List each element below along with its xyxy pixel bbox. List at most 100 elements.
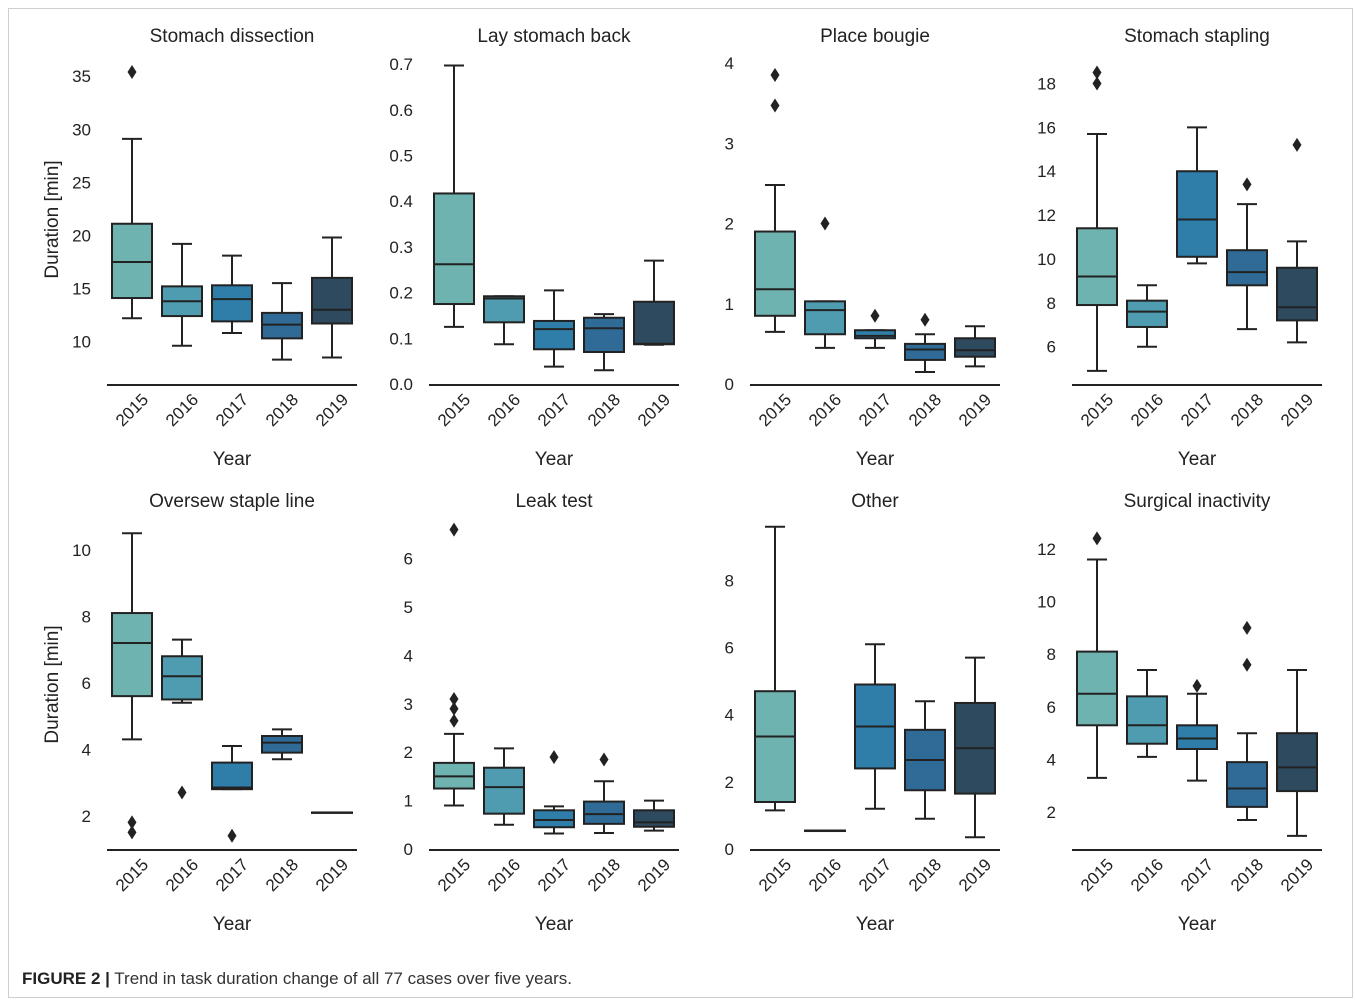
box-2015: [1076, 65, 1118, 372]
panel-title: Surgical inactivity: [1124, 491, 1271, 512]
x-tick-label: 2016: [805, 390, 845, 430]
y-tick-label: 8: [1047, 294, 1056, 313]
y-tick-label: 0.4: [389, 192, 413, 211]
panel-title: Oversew staple line: [149, 491, 315, 512]
outlier-marker: [1242, 657, 1252, 672]
x-tick-label: 2019: [955, 390, 995, 430]
y-tick-label: 20: [72, 226, 91, 245]
outlier-marker: [770, 68, 780, 83]
panel-oversew-staple-line: Oversew staple line 2 4 6 8 10 Duration [min] 2…: [42, 491, 357, 935]
outlier-marker: [1192, 678, 1202, 693]
panel-title: Stomach stapling: [1124, 26, 1270, 47]
x-tick-label: 2019: [634, 855, 674, 895]
box-2017: [1176, 126, 1218, 265]
caption-text: Trend in task duration change of all 77 …: [109, 969, 572, 988]
panel-lay-stomach-back: Lay stomach back 0.0 0.1 0.2 0.3 0.4 0.5 0.6 0.7…: [389, 26, 679, 470]
outlier-marker: [449, 692, 459, 707]
box-2017: [211, 744, 253, 843]
x-axis-label: Year: [213, 914, 252, 935]
y-tick-label: 2: [82, 807, 91, 826]
x-tick-label: 2018: [1227, 390, 1267, 430]
x-tick-label: 2017: [1177, 390, 1217, 430]
panel-other: Other 0 2 4 6 8 2015 2016 2017 2018 2019 Year: [725, 491, 1000, 935]
x-tick-label: 2019: [634, 390, 674, 430]
x-tick-label: 2016: [162, 390, 202, 430]
box-2017: [854, 308, 896, 349]
box-2019: [1276, 669, 1318, 837]
box-2019: [633, 259, 675, 346]
box-body: [1276, 266, 1318, 322]
y-axis-label: Duration [min]: [42, 625, 63, 743]
y-tick-label: 2: [1047, 803, 1056, 822]
x-tick-label: 2017: [855, 390, 895, 430]
outlier-marker: [599, 752, 609, 767]
y-tick-label: 12: [1037, 540, 1056, 559]
y-tick-label: 10: [1037, 250, 1056, 269]
box-2018: [583, 752, 625, 835]
box-body: [1076, 650, 1118, 727]
box-body: [483, 295, 525, 324]
panel-stomach-stapling: Stomach stapling 6 8 10 12 14 16 18 2015 2016 2017…: [1037, 26, 1322, 470]
outlier-marker: [1292, 137, 1302, 152]
outlier-marker: [770, 98, 780, 113]
box-body: [854, 329, 896, 340]
box-2016: [804, 216, 846, 349]
x-tick-label: 2015: [1077, 390, 1117, 430]
y-tick-label: 8: [82, 607, 91, 626]
y-tick-label: 0: [404, 840, 413, 859]
box-2019: [954, 656, 996, 839]
outlier-marker: [449, 713, 459, 728]
outlier-marker: [1092, 531, 1102, 546]
box-body: [111, 612, 153, 698]
box-2015: [1076, 531, 1118, 779]
panel-stomach-dissection: Stomach dissection 10 15 20 25 30 35 Duration […: [42, 26, 357, 470]
outlier-marker: [127, 825, 137, 840]
y-axis-label: Duration [min]: [42, 160, 63, 278]
box-2015: [111, 64, 153, 320]
box-2019: [311, 236, 353, 359]
box-body: [754, 230, 796, 317]
box-2016: [1126, 284, 1168, 348]
x-tick-label: 2019: [312, 855, 352, 895]
x-tick-label: 2015: [755, 390, 795, 430]
box-2018: [1226, 620, 1268, 822]
box-2019: [311, 811, 353, 814]
box-2018: [1226, 177, 1268, 331]
box-2016: [483, 747, 525, 826]
y-tick-label: 1: [725, 295, 734, 314]
y-tick-label: 6: [1047, 698, 1056, 717]
x-tick-label: 2018: [905, 855, 945, 895]
panel-leak-test: Leak test 0 1 2 3 4 5 6 2015 2016 2017 2018 2019 Year: [404, 491, 679, 935]
box-2015: [433, 522, 475, 807]
box-body: [633, 809, 675, 828]
outlier-marker: [920, 312, 930, 327]
y-tick-label: 15: [72, 279, 91, 298]
outlier-marker: [449, 701, 459, 716]
y-tick-label: 0.5: [389, 147, 413, 166]
box-body: [533, 809, 575, 829]
panel-title: Other: [851, 491, 899, 512]
y-tick-label: 12: [1037, 206, 1056, 225]
y-tick-label: 8: [725, 571, 734, 590]
x-tick-label: 2019: [1277, 390, 1317, 430]
y-tick-label: 30: [72, 120, 91, 139]
box-body: [1126, 695, 1168, 745]
box-2019: [954, 325, 996, 368]
x-tick-label: 2017: [534, 855, 574, 895]
y-tick-label: 4: [82, 740, 91, 759]
box-body: [533, 319, 575, 351]
panel-title: Leak test: [515, 491, 593, 512]
box-body: [1226, 249, 1268, 287]
x-tick-label: 2015: [755, 855, 795, 895]
y-tick-label: 6: [82, 674, 91, 693]
box-2018: [261, 282, 303, 361]
outlier-marker: [1092, 65, 1102, 80]
panel-title: Place bougie: [820, 26, 930, 47]
y-tick-label: 5: [404, 598, 413, 617]
x-tick-label: 2015: [112, 390, 152, 430]
box-body: [754, 690, 796, 804]
y-tick-label: 0.2: [389, 284, 413, 303]
box-2018: [583, 313, 625, 372]
y-tick-label: 18: [1037, 75, 1056, 94]
y-tick-label: 4: [404, 646, 413, 665]
